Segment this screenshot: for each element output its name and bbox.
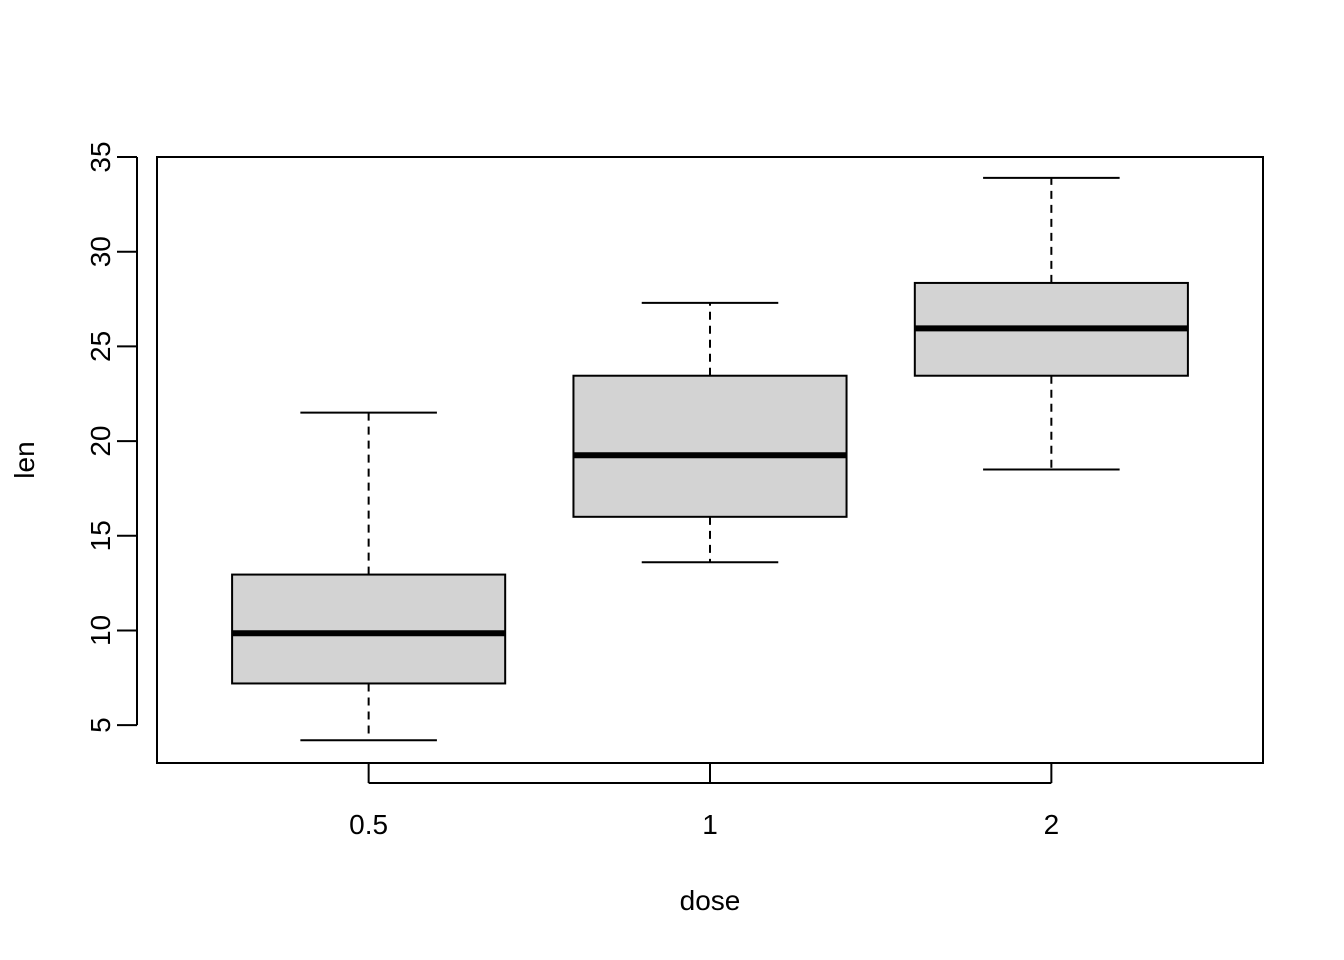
x-axis: 0.5 1 2 (349, 763, 1059, 840)
box-group (913, 176, 1189, 471)
y-tick-label: 20 (85, 425, 116, 456)
box-group (572, 301, 848, 564)
x-tick-label: 0.5 (349, 809, 388, 840)
x-tick-label: 2 (1044, 809, 1060, 840)
iqr-box (231, 573, 507, 685)
y-tick-label: 35 (85, 141, 116, 172)
y-axis-title: len (9, 441, 40, 478)
box-series (231, 176, 1189, 742)
x-tick-label: 1 (702, 809, 718, 840)
x-axis-title: dose (680, 885, 741, 916)
y-axis: 5 10 15 20 25 30 35 (85, 141, 138, 733)
iqr-box (572, 374, 848, 518)
y-tick-label: 5 (85, 717, 116, 733)
y-tick-label: 15 (85, 520, 116, 551)
y-tick-label: 10 (85, 615, 116, 646)
y-tick-label: 25 (85, 331, 116, 362)
y-tick-label: 30 (85, 236, 116, 267)
box-group (231, 411, 507, 742)
